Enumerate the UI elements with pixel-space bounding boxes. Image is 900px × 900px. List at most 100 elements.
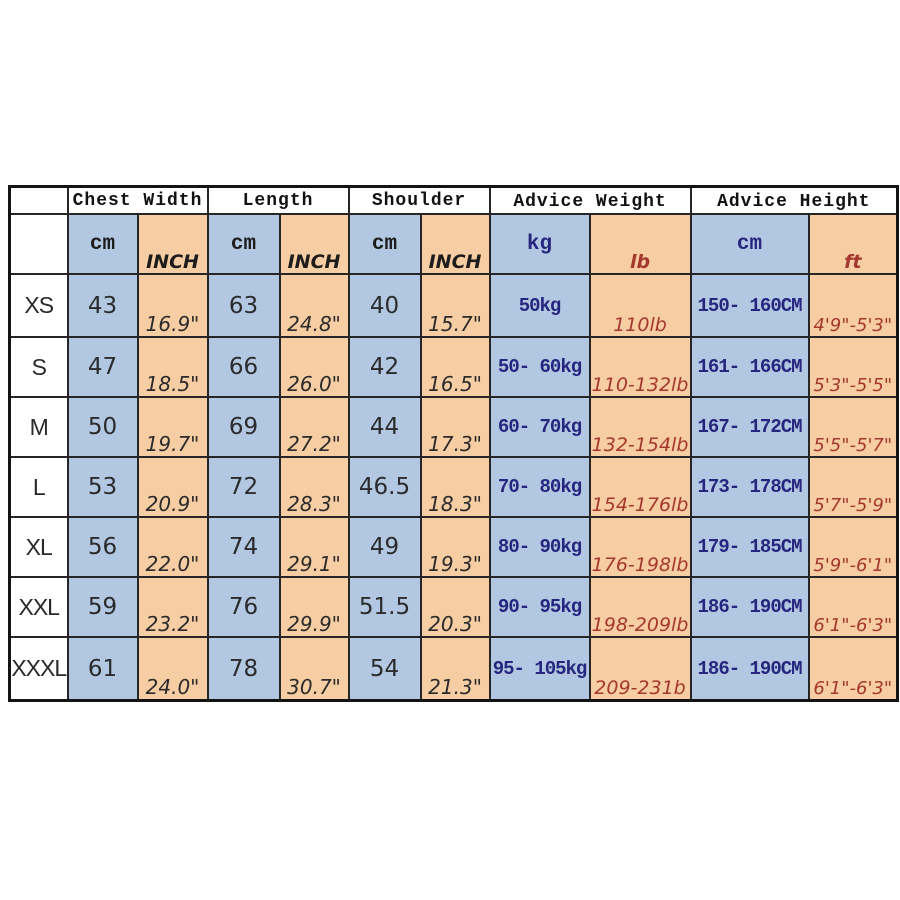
length-inch-value: 26.0" bbox=[278, 336, 350, 398]
length-cm-value: 63 bbox=[206, 273, 281, 338]
shoulder-cm-value: 44 bbox=[347, 396, 422, 458]
chest-inch-value: 20.9" bbox=[136, 456, 209, 518]
height-cm-value: 186- 190CM bbox=[689, 576, 810, 638]
chest-cm-value: 61 bbox=[66, 636, 139, 702]
height-ft-value: 5'7"-5'9" bbox=[807, 456, 899, 518]
unit-height-ft: ft bbox=[807, 213, 899, 275]
shoulder-inch-value: 21.3" bbox=[419, 636, 491, 702]
weight-lb-value: 110lb bbox=[588, 273, 692, 338]
weight-lb-value: 176-198lb bbox=[588, 516, 692, 578]
height-ft-value: 6'1"-6'3" bbox=[807, 636, 899, 702]
unit-header-row: cm INCH cm INCH cm INCH kg lb cm ft bbox=[8, 213, 899, 275]
length-inch-value: 27.2" bbox=[278, 396, 350, 458]
shoulder-inch-value: 19.3" bbox=[419, 516, 491, 578]
unit-chest-cm: cm bbox=[66, 213, 139, 275]
shoulder-cm-value: 40 bbox=[347, 273, 422, 338]
unit-length-inch: INCH bbox=[278, 213, 350, 275]
chest-inch-value: 18.5" bbox=[136, 336, 209, 398]
chest-cm-value: 56 bbox=[66, 516, 139, 578]
chest-cm-value: 43 bbox=[66, 273, 139, 338]
unit-weight-kg: kg bbox=[488, 213, 591, 275]
size-label: XXXL bbox=[8, 636, 69, 702]
length-cm-value: 66 bbox=[206, 336, 281, 398]
weight-kg-value: 60- 70kg bbox=[488, 396, 591, 458]
unit-weight-lb: lb bbox=[588, 213, 692, 275]
weight-kg-value: 50- 60kg bbox=[488, 336, 591, 398]
group-header-row: Chest Width Length Shoulder Advice Weigh… bbox=[8, 185, 899, 215]
height-cm-value: 173- 178CM bbox=[689, 456, 810, 518]
weight-kg-value: 50kg bbox=[488, 273, 591, 338]
length-cm-value: 76 bbox=[206, 576, 281, 638]
shoulder-cm-value: 46.5 bbox=[347, 456, 422, 518]
shoulder-cm-value: 49 bbox=[347, 516, 422, 578]
length-inch-value: 29.9" bbox=[278, 576, 350, 638]
length-inch-value: 24.8" bbox=[278, 273, 350, 338]
chest-cm-value: 59 bbox=[66, 576, 139, 638]
weight-lb-value: 132-154lb bbox=[588, 396, 692, 458]
shoulder-cm-value: 54 bbox=[347, 636, 422, 702]
shoulder-cm-value: 51.5 bbox=[347, 576, 422, 638]
height-cm-value: 161- 166CM bbox=[689, 336, 810, 398]
weight-lb-value: 110-132lb bbox=[588, 336, 692, 398]
unit-height-cm: cm bbox=[689, 213, 810, 275]
weight-lb-value: 209-231b bbox=[588, 636, 692, 702]
chest-cm-value: 47 bbox=[66, 336, 139, 398]
height-cm-value: 186- 190CM bbox=[689, 636, 810, 702]
chest-inch-value: 24.0" bbox=[136, 636, 209, 702]
shoulder-inch-value: 18.3" bbox=[419, 456, 491, 518]
height-cm-value: 179- 185CM bbox=[689, 516, 810, 578]
table-row: XS 43 16.9" 63 24.8" 40 15.7" 50kg 110lb… bbox=[8, 273, 899, 338]
height-cm-value: 150- 160CM bbox=[689, 273, 810, 338]
group-advice-height: Advice Height bbox=[689, 185, 899, 215]
chest-inch-value: 23.2" bbox=[136, 576, 209, 638]
weight-lb-value: 198-209lb bbox=[588, 576, 692, 638]
length-cm-value: 69 bbox=[206, 396, 281, 458]
table-row: XXL 59 23.2" 76 29.9" 51.5 20.3" 90- 95k… bbox=[8, 576, 899, 638]
size-label: S bbox=[8, 336, 69, 398]
weight-kg-value: 70- 80kg bbox=[488, 456, 591, 518]
length-cm-value: 72 bbox=[206, 456, 281, 518]
chest-inch-value: 22.0" bbox=[136, 516, 209, 578]
height-ft-value: 5'9"-6'1" bbox=[807, 516, 899, 578]
weight-lb-value: 154-176lb bbox=[588, 456, 692, 518]
unit-chest-inch: INCH bbox=[136, 213, 209, 275]
height-ft-value: 6'1"-6'3" bbox=[807, 576, 899, 638]
weight-kg-value: 90- 95kg bbox=[488, 576, 591, 638]
height-ft-value: 5'5"-5'7" bbox=[807, 396, 899, 458]
shoulder-inch-value: 16.5" bbox=[419, 336, 491, 398]
table-row: S 47 18.5" 66 26.0" 42 16.5" 50- 60kg 11… bbox=[8, 336, 899, 398]
weight-kg-value: 80- 90kg bbox=[488, 516, 591, 578]
unit-length-cm: cm bbox=[206, 213, 281, 275]
table-row: XXXL 61 24.0" 78 30.7" 54 21.3" 95- 105k… bbox=[8, 636, 899, 702]
length-inch-value: 30.7" bbox=[278, 636, 350, 702]
group-shoulder: Shoulder bbox=[347, 185, 491, 215]
table-row: M 50 19.7" 69 27.2" 44 17.3" 60- 70kg 13… bbox=[8, 396, 899, 458]
length-inch-value: 28.3" bbox=[278, 456, 350, 518]
length-cm-value: 74 bbox=[206, 516, 281, 578]
shoulder-cm-value: 42 bbox=[347, 336, 422, 398]
height-ft-value: 4'9"-5'3" bbox=[807, 273, 899, 338]
corner-cell bbox=[8, 185, 69, 215]
group-length: Length bbox=[206, 185, 350, 215]
height-ft-value: 5'3"-5'5" bbox=[807, 336, 899, 398]
group-advice-weight: Advice Weight bbox=[488, 185, 692, 215]
size-label: XXL bbox=[8, 576, 69, 638]
size-label: XS bbox=[8, 273, 69, 338]
size-label: L bbox=[8, 456, 69, 518]
table-row: L 53 20.9" 72 28.3" 46.5 18.3" 70- 80kg … bbox=[8, 456, 899, 518]
size-chart-table: Chest Width Length Shoulder Advice Weigh… bbox=[8, 185, 900, 702]
shoulder-inch-value: 15.7" bbox=[419, 273, 491, 338]
chest-inch-value: 16.9" bbox=[136, 273, 209, 338]
chest-cm-value: 50 bbox=[66, 396, 139, 458]
size-label: XL bbox=[8, 516, 69, 578]
chest-cm-value: 53 bbox=[66, 456, 139, 518]
shoulder-inch-value: 17.3" bbox=[419, 396, 491, 458]
corner-cell bbox=[8, 213, 69, 275]
unit-shoulder-inch: INCH bbox=[419, 213, 491, 275]
shoulder-inch-value: 20.3" bbox=[419, 576, 491, 638]
chest-inch-value: 19.7" bbox=[136, 396, 209, 458]
size-label: M bbox=[8, 396, 69, 458]
group-chest-width: Chest Width bbox=[66, 185, 209, 215]
table-row: XL 56 22.0" 74 29.1" 49 19.3" 80- 90kg 1… bbox=[8, 516, 899, 578]
